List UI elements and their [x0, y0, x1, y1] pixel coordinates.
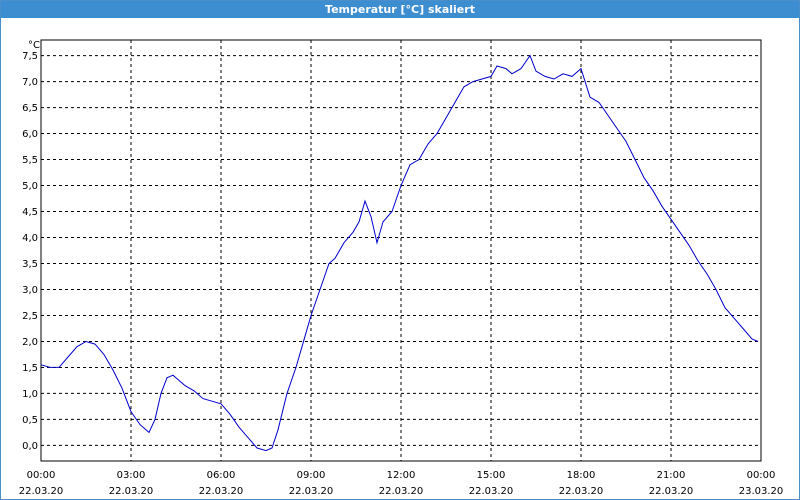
y-tick-label: 2,0	[22, 337, 38, 348]
y-tick-label: 7,5	[22, 51, 38, 62]
x-axis: 00:00 22.03.20 03:00 22.03.20 06:00 22.03.20 0…	[19, 470, 784, 497]
x-tick-time-label: 03:00	[117, 470, 146, 481]
y-tick-label: 2,5	[22, 311, 38, 322]
window-title: Temperatur [°C] skaliert	[1, 1, 799, 18]
y-tick-label: 4,0	[22, 233, 38, 244]
y-tick-label: 5,5	[22, 155, 38, 166]
plot-frame	[40, 39, 762, 462]
y-tick-label: 7,0	[22, 77, 38, 88]
x-tick-time-label: 00:00	[747, 470, 776, 481]
x-tick-date-label: 22.03.20	[469, 486, 514, 497]
y-tick-label: 0,5	[22, 415, 38, 426]
y-tick-label: 3,5	[22, 259, 38, 270]
x-tick-time-label: 12:00	[387, 470, 416, 481]
x-tick-date-label: 23.03.20	[739, 486, 784, 497]
y-tick-label: 5,0	[22, 181, 38, 192]
x-tick-date-label: 22.03.20	[289, 486, 334, 497]
x-tick-time-label: 06:00	[207, 470, 236, 481]
x-tick-date-label: 22.03.20	[379, 486, 424, 497]
y-tick-label: 6,0	[22, 129, 38, 140]
x-tick-date-label: 22.03.20	[109, 486, 154, 497]
x-tick-date-label: 22.03.20	[649, 486, 694, 497]
y-tick-label: 3,0	[22, 285, 38, 296]
y-tick-label: 6,5	[22, 103, 38, 114]
x-tick-time-label: 15:00	[477, 470, 506, 481]
x-tick-time-label: 00:00	[27, 470, 56, 481]
y-axis-unit: °C	[28, 40, 40, 51]
x-tick-time-label: 09:00	[297, 470, 326, 481]
y-tick-label: 0,0	[22, 441, 38, 452]
temperature-chart: 0,0 0,5 1,0 1,5 2,0 2,5 3,0 3,5 4,0 4,5 5,0 5,5 6,0 6…	[19, 39, 784, 497]
x-tick-date-label: 22.03.20	[559, 486, 604, 497]
y-tick-label: 1,5	[22, 363, 38, 374]
x-tick-time-label: 18:00	[567, 470, 596, 481]
y-axis: 0,0 0,5 1,0 1,5 2,0 2,5 3,0 3,5 4,0 4,5 5,0 5,5 6,0 6…	[22, 51, 38, 452]
grid-lines	[41, 40, 761, 461]
temperature-series-line	[40, 54, 759, 452]
x-tick-time-label: 21:00	[657, 470, 686, 481]
x-tick-date-label: 22.03.20	[199, 486, 244, 497]
y-tick-label: 4,5	[22, 207, 38, 218]
x-tick-date-label: 22.03.20	[19, 486, 64, 497]
y-tick-label: 1,0	[22, 389, 38, 400]
